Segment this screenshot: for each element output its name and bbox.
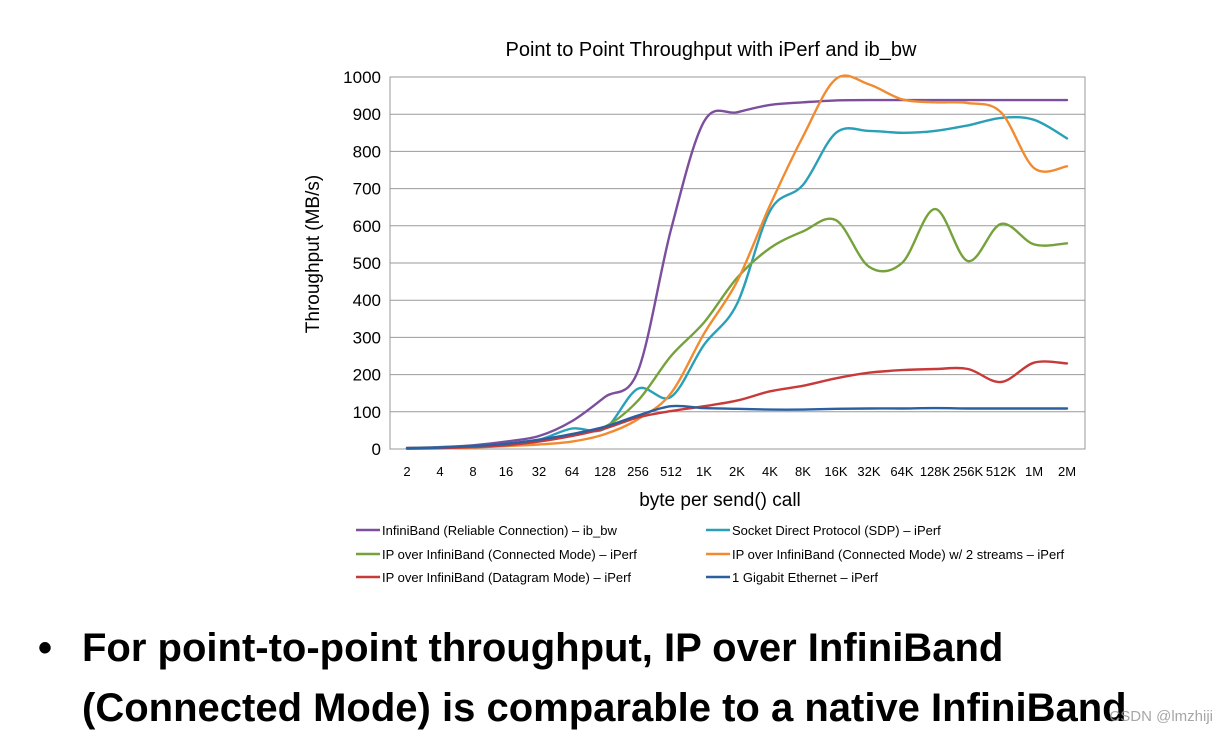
legend-item-5: IP over InfiniBand (Datagram Mode) – iPe… <box>356 570 631 585</box>
legend: InfiniBand (Reliable Connection) – ib_bw… <box>356 523 1065 585</box>
y-tick-label: 400 <box>353 291 381 310</box>
x-tick-label: 4K <box>762 464 778 479</box>
bullet-text-line-1: For point-to-point throughput, IP over I… <box>82 626 1004 670</box>
x-tick-label: 8K <box>795 464 811 479</box>
series-line-3 <box>405 207 1069 450</box>
series-line-4 <box>405 74 1069 450</box>
y-tick-label: 700 <box>353 180 381 199</box>
x-tick-label: 64K <box>890 464 913 479</box>
x-tick-label: 256K <box>953 464 984 479</box>
y-tick-label: 200 <box>353 366 381 385</box>
bullet-dot-icon: • <box>38 626 53 670</box>
series-line-1 <box>405 98 1069 450</box>
x-tick-label: 16K <box>824 464 847 479</box>
legend-item-4: IP over InfiniBand (Connected Mode) w/ 2… <box>706 547 1065 562</box>
y-tick-label: 1000 <box>343 68 381 87</box>
x-tick-label: 8 <box>469 464 476 479</box>
legend-item-1: InfiniBand (Reliable Connection) – ib_bw <box>356 523 617 538</box>
legend-label: 1 Gigabit Ethernet – iPerf <box>732 570 878 585</box>
chart-title: Point to Point Throughput with iPerf and… <box>506 39 918 61</box>
bullet-text-line-2: (Connected Mode) is comparable to a nati… <box>82 686 1127 730</box>
x-tick-label: 128K <box>920 464 951 479</box>
x-tick-label: 32 <box>532 464 546 479</box>
x-tick-label: 1M <box>1025 464 1043 479</box>
legend-item-6: 1 Gigabit Ethernet – iPerf <box>706 570 878 585</box>
y-tick-labels: 0 100 200 300 400 500 600 700 800 900 1000 <box>343 68 381 459</box>
bullet-line-1: • For point-to-point throughput, IP over… <box>36 618 1216 678</box>
x-tick-label: 32K <box>857 464 880 479</box>
y-tick-label: 600 <box>353 217 381 236</box>
watermark: CSDN @lmzhiji <box>1109 708 1213 725</box>
x-tick-label: 1K <box>696 464 712 479</box>
x-axis-label: byte per send() call <box>639 490 801 511</box>
y-axis-label: Throughput (MB/s) <box>303 175 324 333</box>
legend-label: IP over InfiniBand (Connected Mode) – iP… <box>382 547 637 562</box>
x-tick-label: 256 <box>627 464 649 479</box>
y-tick-label: 100 <box>353 403 381 422</box>
x-tick-label: 2M <box>1058 464 1076 479</box>
x-tick-label: 512 <box>660 464 682 479</box>
y-tick-label: 0 <box>372 440 381 459</box>
legend-item-2: Socket Direct Protocol (SDP) – iPerf <box>706 523 941 538</box>
legend-label: IP over InfiniBand (Datagram Mode) – iPe… <box>382 570 631 585</box>
legend-label: IP over InfiniBand (Connected Mode) w/ 2… <box>732 547 1065 562</box>
throughput-chart: Point to Point Throughput with iPerf and… <box>303 39 1086 585</box>
x-tick-label: 2 <box>403 464 410 479</box>
legend-item-3: IP over InfiniBand (Connected Mode) – iP… <box>356 547 637 562</box>
x-tick-label: 2K <box>729 464 745 479</box>
x-tick-label: 512K <box>986 464 1017 479</box>
bullet-line-2: (Connected Mode) is comparable to a nati… <box>36 678 1216 738</box>
x-tick-label: 128 <box>594 464 616 479</box>
y-tick-label: 800 <box>353 142 381 161</box>
x-tick-labels: 2 4 8 16 32 64 128 256 512 1K 2K 4K 8K 16K 32K 64K 128K 2… <box>403 464 1076 479</box>
legend-label: InfiniBand (Reliable Connection) – ib_bw <box>382 523 617 538</box>
gridlines <box>389 76 1086 450</box>
series-line-6 <box>405 404 1069 450</box>
plot-frame <box>389 76 1086 450</box>
series-line-5 <box>405 360 1069 450</box>
y-tick-label: 300 <box>353 328 381 347</box>
bullet-point: • For point-to-point throughput, IP over… <box>36 618 1216 738</box>
x-tick-label: 16 <box>499 464 513 479</box>
x-tick-label: 64 <box>565 464 579 479</box>
x-tick-label: 4 <box>436 464 443 479</box>
y-tick-label: 900 <box>353 105 381 124</box>
legend-label: Socket Direct Protocol (SDP) – iPerf <box>732 523 941 538</box>
y-tick-label: 500 <box>353 254 381 273</box>
series-lines <box>405 74 1069 450</box>
